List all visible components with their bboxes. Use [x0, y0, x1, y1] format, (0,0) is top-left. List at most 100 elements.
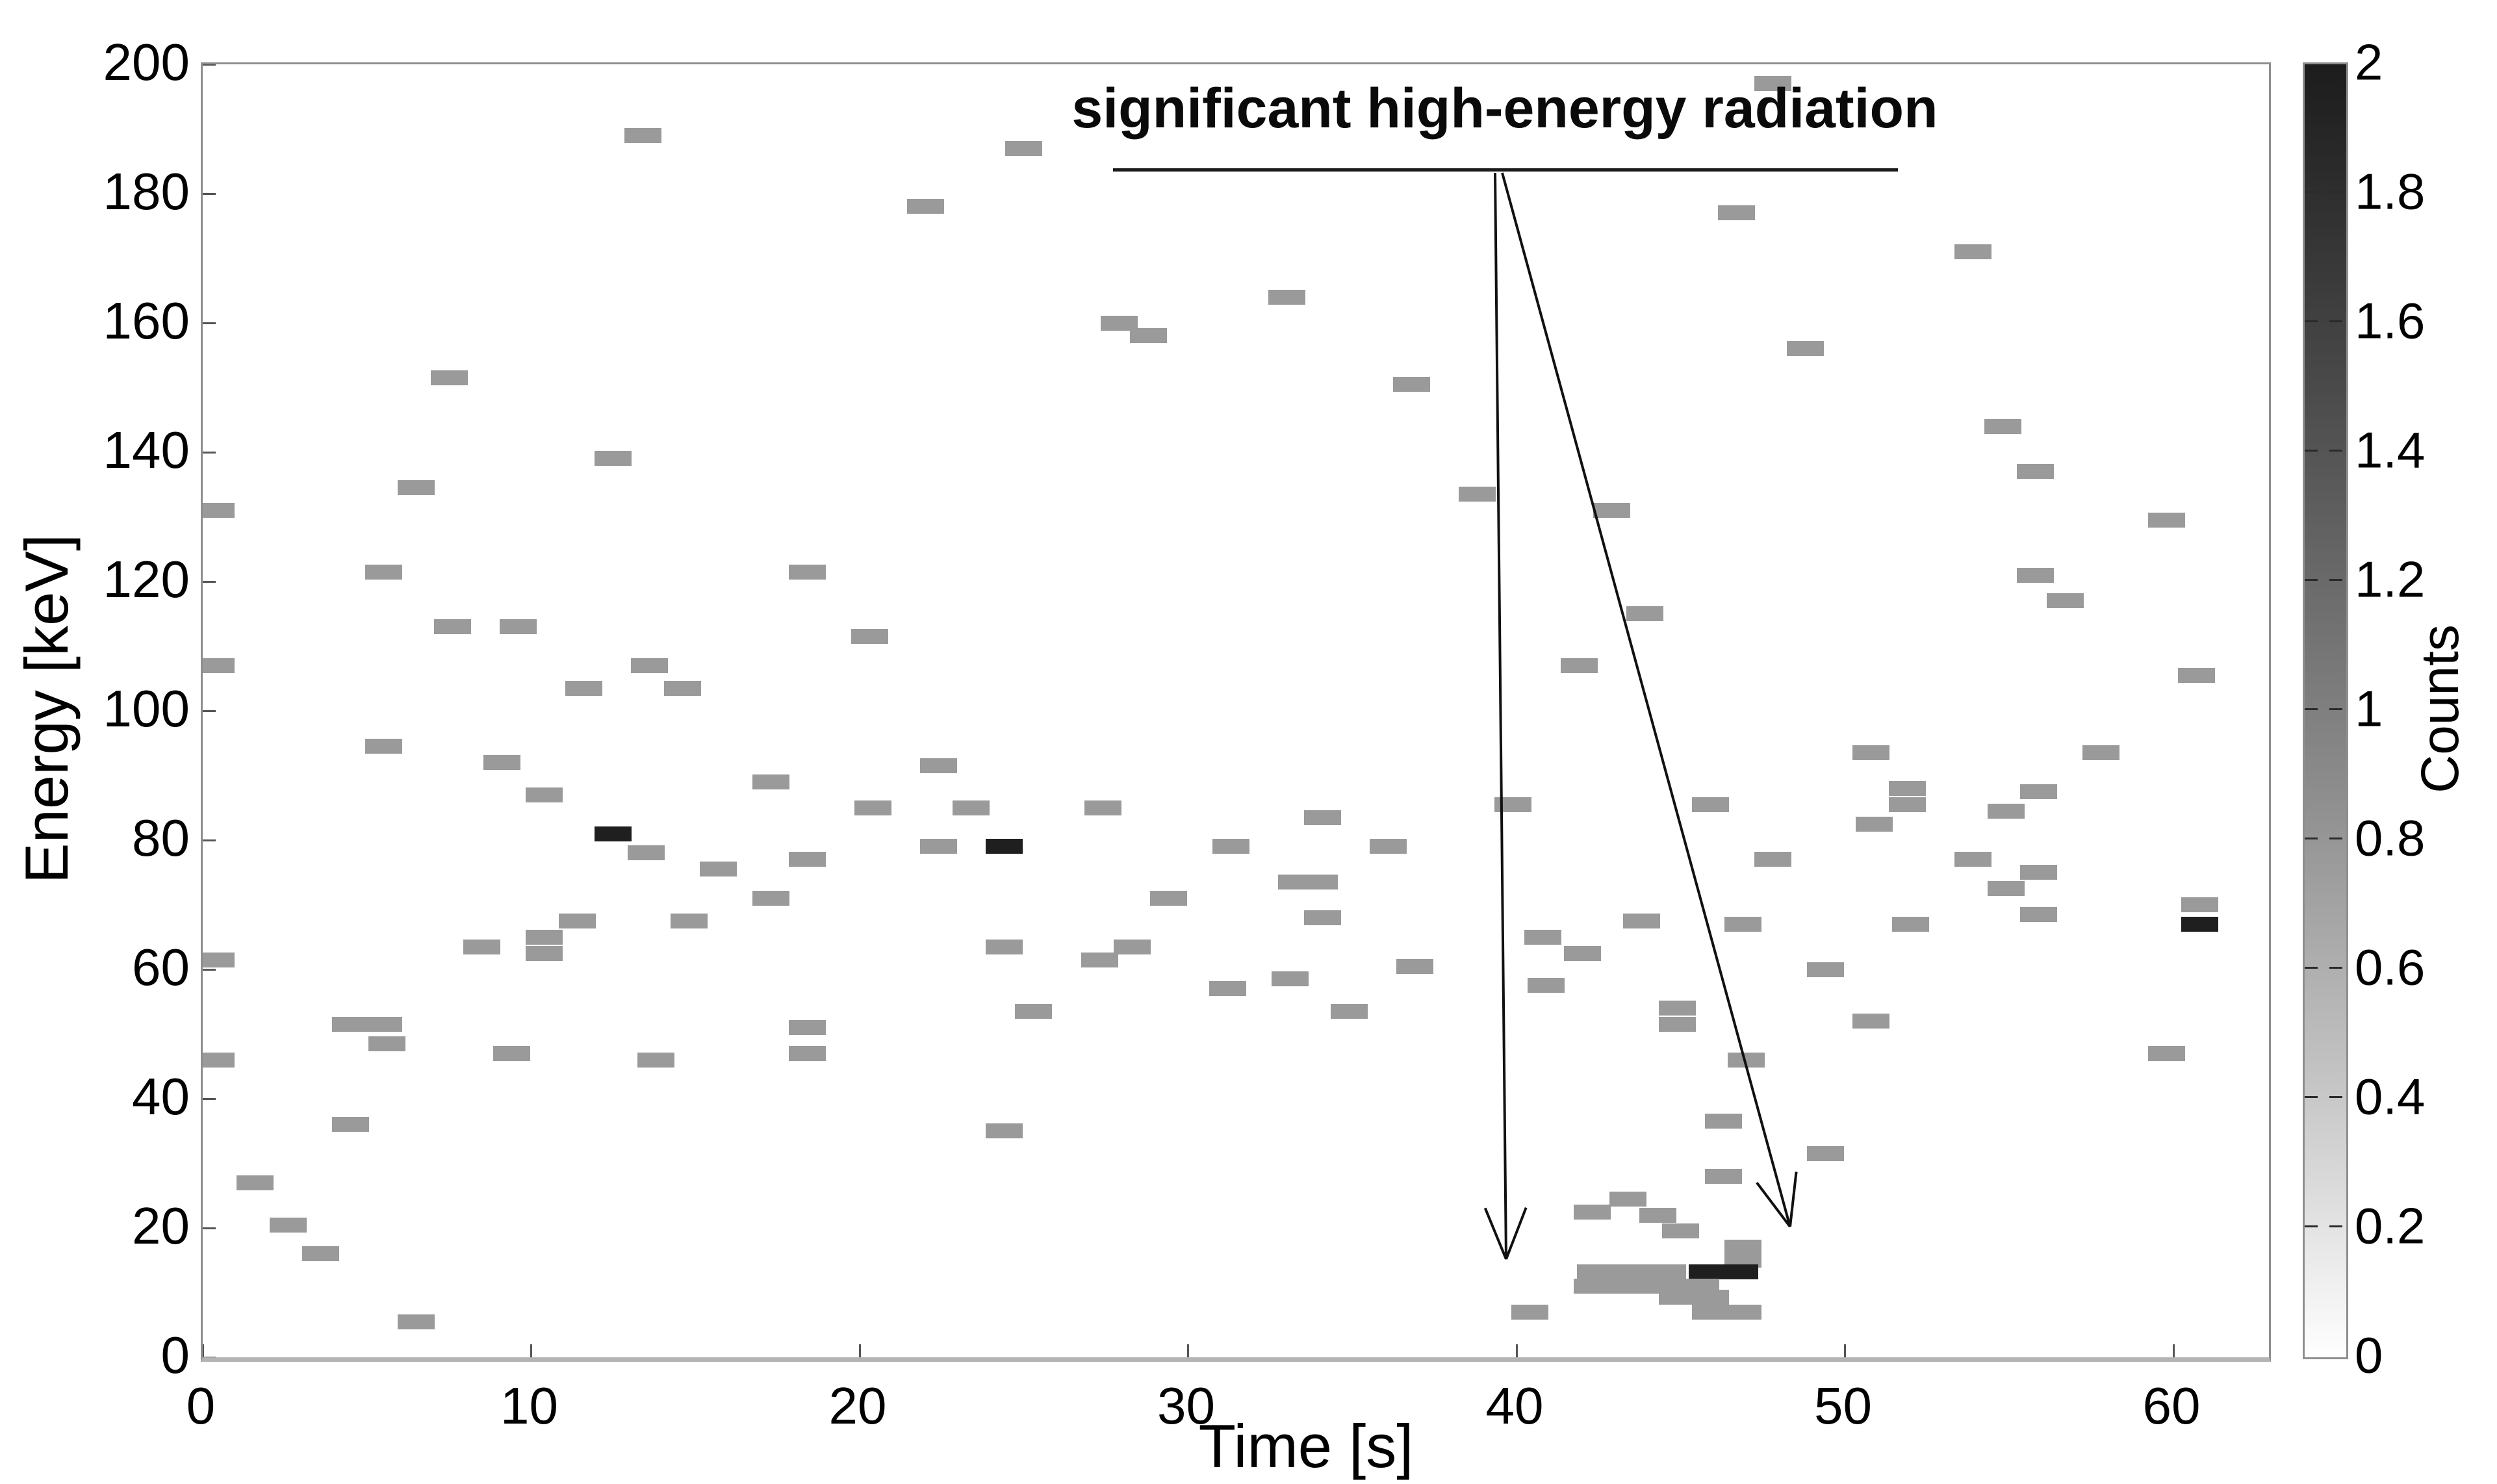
colorbar-gradient	[2303, 62, 2348, 1359]
data-point	[788, 564, 826, 580]
colorbar-tick-label: 0.8	[2355, 809, 2426, 867]
data-point	[1984, 418, 2021, 434]
annotation-text: significant high-energy radiation	[1071, 77, 1938, 140]
data-point	[331, 1117, 369, 1132]
data-point	[637, 1052, 675, 1068]
data-point	[1304, 810, 1342, 825]
data-point	[2017, 464, 2055, 480]
y-tick-mark	[203, 580, 216, 583]
data-point	[430, 370, 468, 386]
data-point	[1511, 1304, 1548, 1320]
data-point	[1005, 140, 1043, 156]
x-tick-mark	[2172, 1344, 2175, 1357]
data-point	[752, 891, 789, 906]
data-point	[854, 800, 891, 815]
colorbar-tick-label: 1	[2355, 680, 2383, 737]
data-point	[2082, 745, 2120, 761]
x-tick-label: 10	[500, 1377, 558, 1435]
data-point	[1304, 910, 1342, 925]
data-point	[203, 658, 235, 673]
colorbar-tick-label: 0.6	[2355, 938, 2426, 996]
data-point	[2177, 667, 2215, 683]
colorbar-tick-label: 0	[2355, 1326, 2383, 1384]
data-point	[1724, 916, 1762, 932]
data-point	[1370, 839, 1407, 854]
y-tick-mark	[203, 451, 216, 454]
data-point	[1100, 315, 1138, 331]
data-point	[1271, 971, 1309, 987]
data-point	[2148, 512, 2186, 528]
data-point	[302, 1246, 340, 1262]
colorbar-tick-mark	[2305, 449, 2318, 452]
colorbar-tick-label: 1.4	[2355, 421, 2426, 479]
data-point	[1527, 978, 1565, 993]
colorbar-tick-mark	[2305, 578, 2318, 581]
plot-area	[201, 62, 2271, 1362]
data-point	[624, 127, 661, 143]
data-point	[1560, 658, 1598, 673]
y-tick-mark	[203, 64, 216, 66]
data-point	[433, 619, 471, 635]
data-point	[595, 826, 632, 841]
data-point	[1987, 803, 2025, 819]
data-point	[1691, 797, 1729, 812]
colorbar-tick-label: 0.4	[2355, 1068, 2426, 1125]
data-point	[1149, 891, 1187, 906]
data-point	[1852, 745, 1890, 761]
x-axis-title: Time [s]	[1198, 1412, 1414, 1480]
y-tick-label: 140	[103, 421, 190, 479]
data-point	[1806, 962, 1844, 977]
x-tick-label: 0	[186, 1377, 216, 1435]
data-point	[2181, 897, 2218, 912]
data-point	[365, 564, 402, 580]
colorbar-tick-mark	[2329, 190, 2342, 193]
data-point	[203, 1052, 235, 1068]
colorbar-tick-mark	[2305, 837, 2318, 839]
data-point	[985, 839, 1023, 854]
x-tick-label: 50	[1814, 1377, 1872, 1435]
y-tick-label: 40	[132, 1068, 190, 1125]
data-point	[203, 503, 235, 518]
data-point	[985, 1123, 1023, 1139]
data-point	[630, 658, 668, 673]
y-tick-mark	[203, 192, 216, 195]
data-point	[1209, 981, 1246, 997]
data-point	[1593, 503, 1631, 518]
colorbar-tick-mark	[2329, 1095, 2342, 1098]
data-point	[203, 952, 235, 967]
data-point	[1889, 780, 1927, 796]
colorbar-tick-mark	[2305, 966, 2318, 969]
data-point	[1084, 800, 1121, 815]
x-tick-mark	[1844, 1344, 1846, 1357]
colorbar-tick-mark	[2305, 1095, 2318, 1098]
data-point	[1576, 1264, 1614, 1280]
data-point	[1724, 1253, 1762, 1268]
data-point	[985, 939, 1023, 954]
data-point	[1015, 1004, 1053, 1019]
data-point	[953, 800, 990, 815]
data-point	[565, 680, 602, 696]
data-point	[2020, 906, 2058, 922]
data-point	[526, 945, 563, 961]
data-point	[1573, 1279, 1611, 1294]
data-point	[1573, 1204, 1611, 1220]
data-point	[1659, 1289, 1697, 1305]
data-point	[237, 1175, 274, 1190]
x-tick-mark	[1515, 1344, 1518, 1357]
data-point	[398, 480, 435, 496]
data-point	[1754, 76, 1791, 92]
data-point	[1856, 816, 1893, 832]
data-point	[1212, 839, 1249, 854]
data-point	[1609, 1279, 1647, 1294]
data-point	[1721, 1264, 1759, 1280]
x-tick-mark	[858, 1344, 861, 1357]
data-point	[2148, 1045, 2186, 1061]
colorbar-tick-mark	[2329, 837, 2342, 839]
colorbar-tick-label: 1.8	[2355, 162, 2426, 220]
y-tick-mark	[203, 322, 216, 324]
y-tick-label: 60	[132, 938, 190, 996]
data-point	[1639, 1207, 1676, 1223]
colorbar-tick-mark	[2305, 1225, 2318, 1227]
colorbar-tick-mark	[2329, 320, 2342, 322]
data-point	[365, 739, 402, 754]
